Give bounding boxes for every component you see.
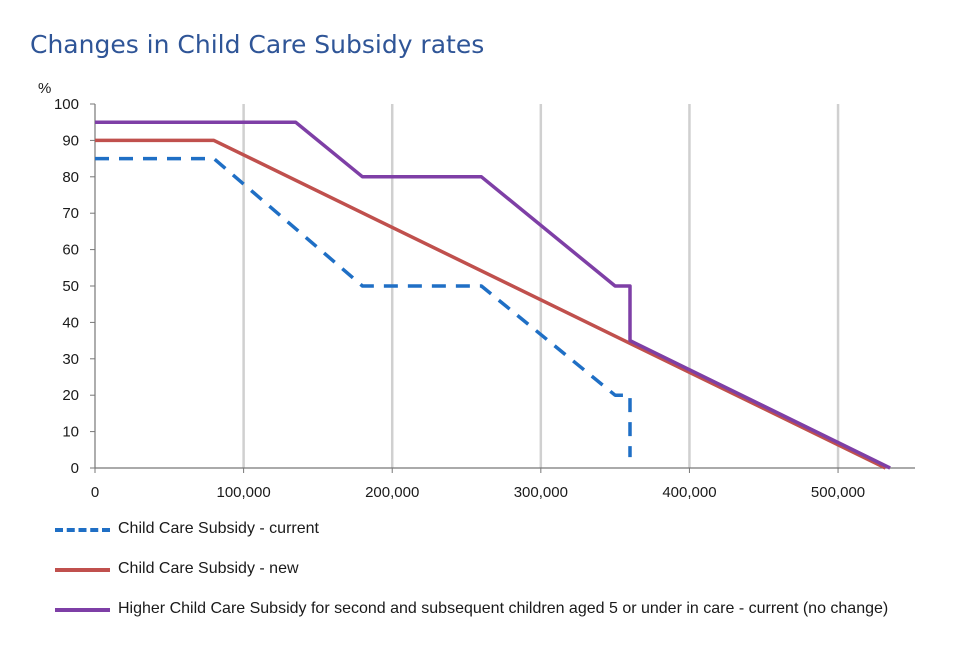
legend-item-new: Child Care Subsidy - new: [55, 558, 935, 580]
legend-swatch-current: [55, 528, 110, 532]
x-tick-label-5: 500,000: [811, 484, 865, 501]
y-tick-label-8: 80: [62, 169, 79, 186]
series-line-2: [95, 120, 891, 470]
y-tick-label-0: 0: [71, 460, 79, 477]
y-tick-label-7: 70: [62, 205, 79, 222]
legend-label-higher: Higher Child Care Subsidy for second and…: [118, 600, 889, 617]
y-tick-label-1: 10: [62, 424, 79, 441]
legend-item-current: Child Care Subsidy - current: [55, 518, 935, 540]
x-tick-label-0: 0: [91, 484, 99, 501]
legend-swatch-new: [55, 568, 110, 572]
legend-item-higher: Higher Child Care Subsidy for second and…: [55, 598, 935, 638]
axes: 0 10 20 30 40 50 60 70 80 90 100 0 100,000 200,000 300…: [54, 96, 915, 501]
legend: Child Care Subsidy - current Child Care …: [55, 518, 935, 656]
x-tick-label-4: 400,000: [662, 484, 716, 501]
grid-lines: [242, 104, 840, 468]
legend-swatch-higher: [55, 608, 110, 612]
y-tick-label-6: 60: [62, 242, 79, 259]
series-lines: [95, 120, 891, 470]
x-tick-label-3: 300,000: [514, 484, 568, 501]
x-tick-label-2: 200,000: [365, 484, 419, 501]
chart-title: Changes in Child Care Subsidy rates: [30, 30, 485, 59]
y-axis-label: %: [38, 80, 51, 97]
legend-label-current: Child Care Subsidy - current: [118, 520, 319, 537]
legend-label-new: Child Care Subsidy - new: [118, 560, 299, 577]
y-tick-label-4: 40: [62, 314, 79, 331]
y-tick-label-10: 100: [54, 96, 79, 113]
x-tick-label-1: 100,000: [216, 484, 270, 501]
y-tick-label-2: 20: [62, 387, 79, 404]
y-tick-label-5: 50: [62, 278, 79, 295]
series-line-1: [95, 138, 887, 470]
y-tick-label-9: 90: [62, 132, 79, 149]
line-chart: 0 10 20 30 40 50 60 70 80 90 100 0 100,000 200,000 300…: [38, 80, 915, 501]
y-tick-label-3: 30: [62, 351, 79, 368]
series-line-0: [95, 156, 632, 458]
